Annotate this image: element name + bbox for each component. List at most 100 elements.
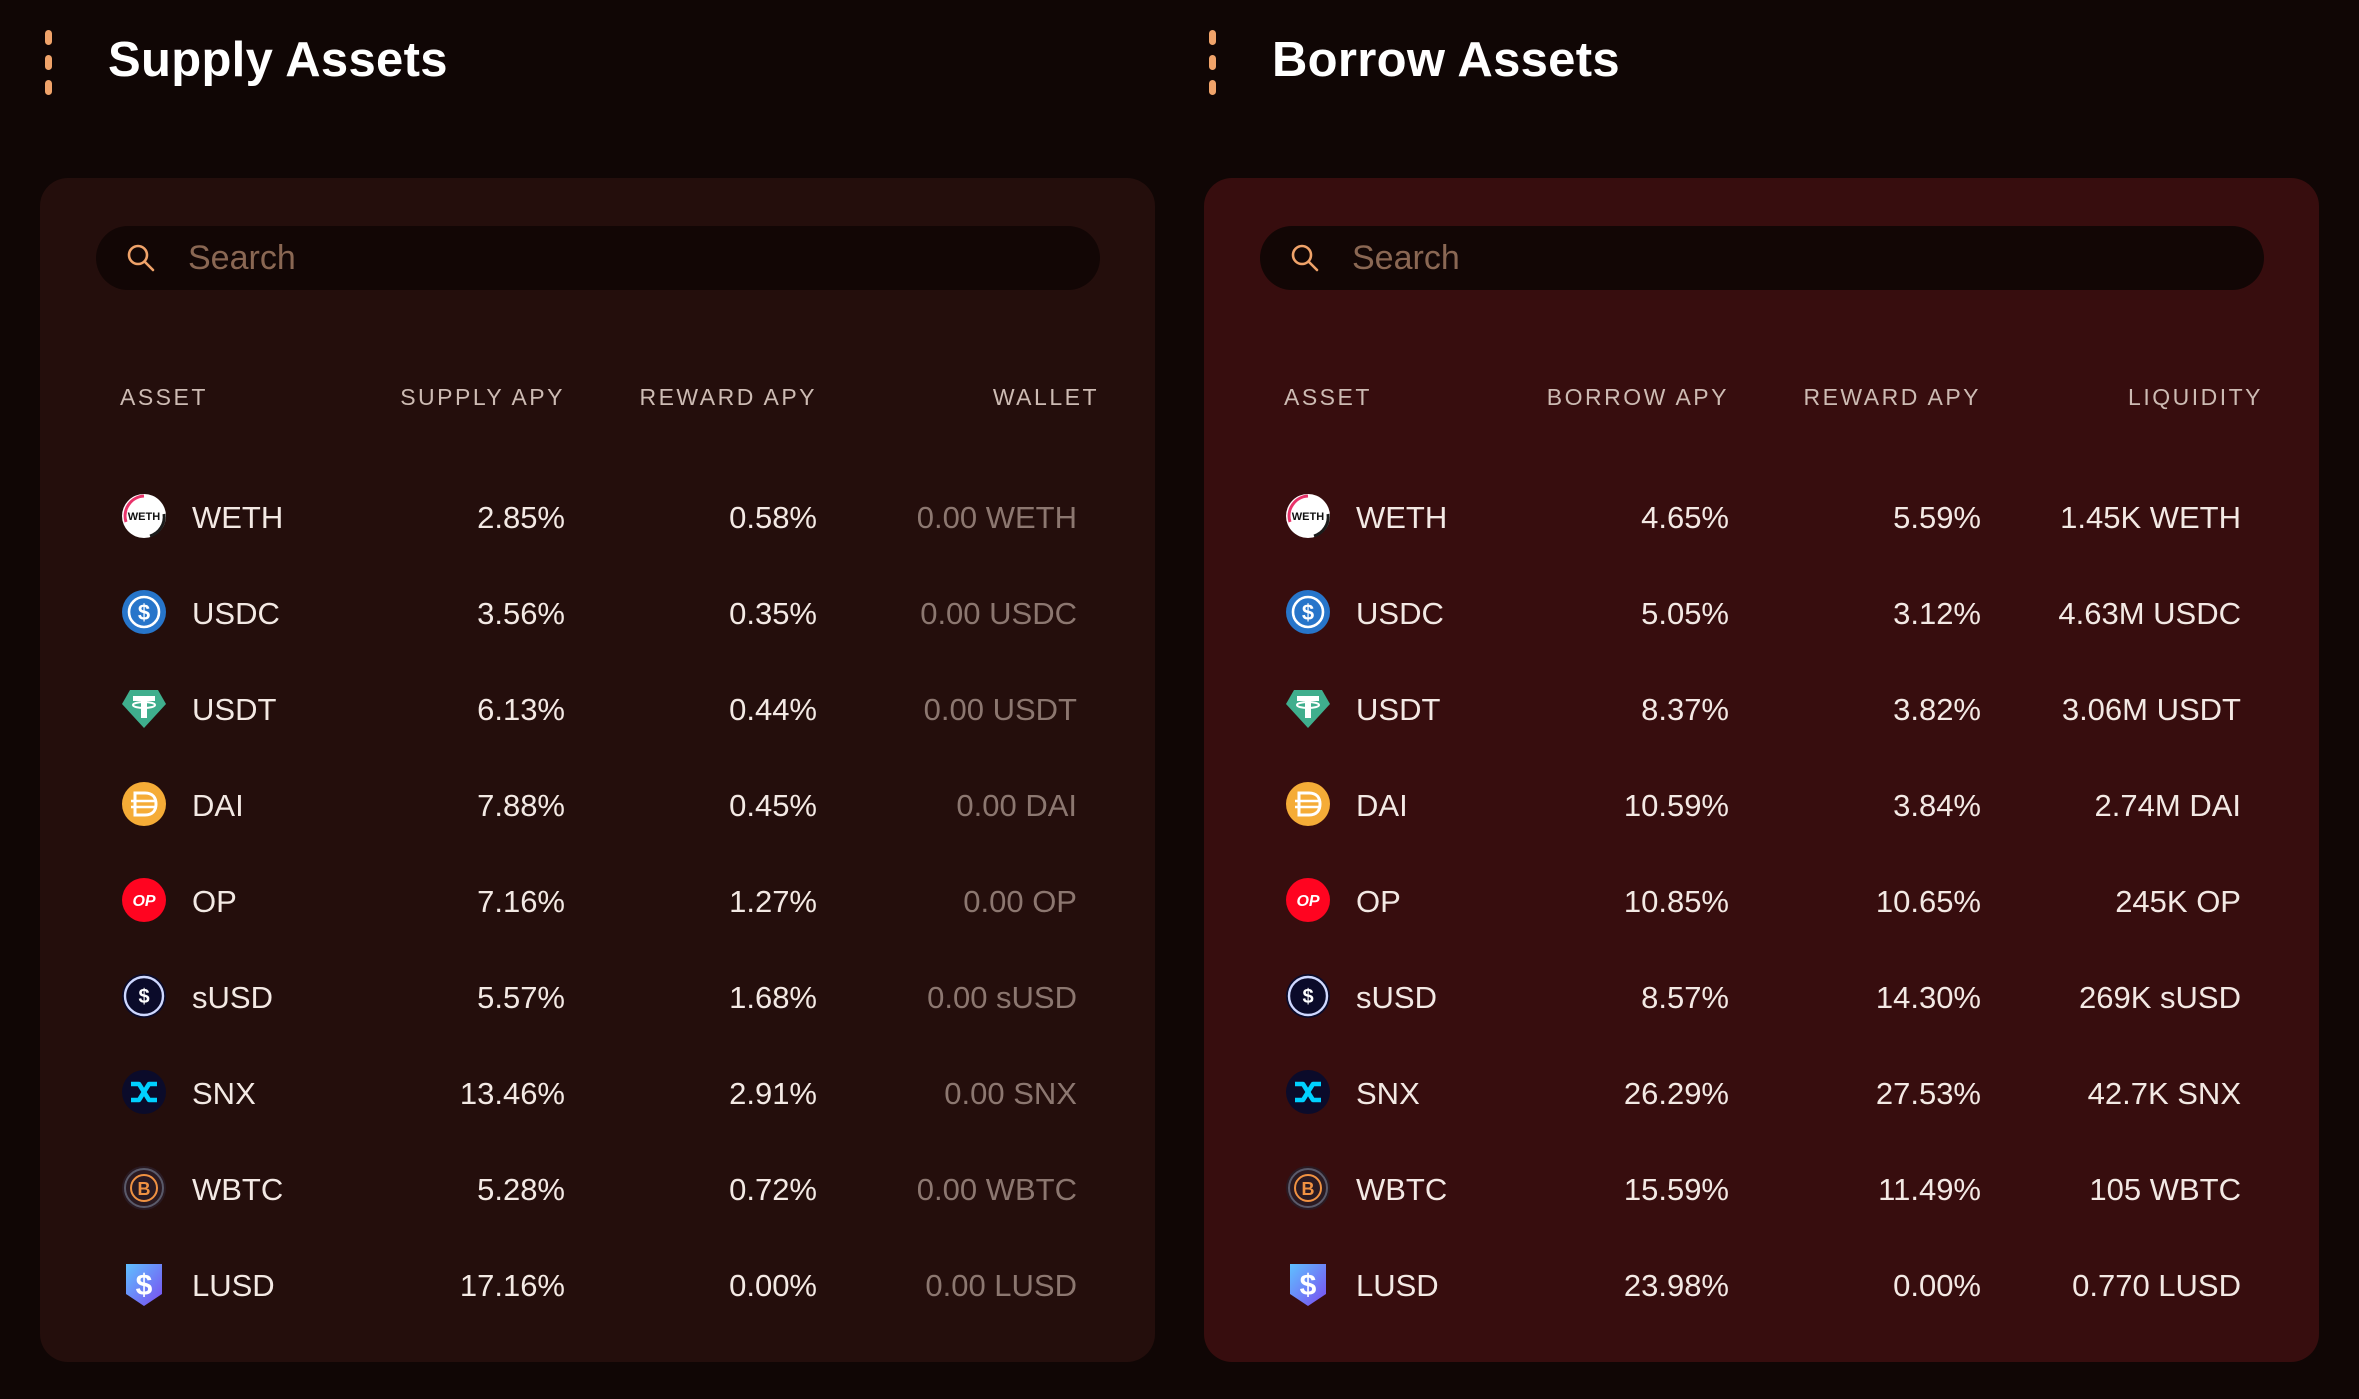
table-row[interactable]: DAI 7.88% 0.45% 0.00 DAI	[40, 756, 1155, 852]
lusd-icon: $	[1284, 1260, 1332, 1308]
usdt-icon	[120, 684, 168, 732]
weth-icon: WETH	[1284, 492, 1332, 540]
table-row[interactable]: $ USDC 3.56% 0.35% 0.00 USDC	[40, 564, 1155, 660]
supply-apy-value: 5.57%	[477, 980, 565, 1015]
supply-table-header: ASSET SUPPLY APY REWARD APY WALLET	[40, 384, 1155, 424]
supply-search-bar[interactable]	[96, 226, 1100, 290]
reward-apy-value: 1.27%	[729, 884, 817, 919]
svg-text:WETH: WETH	[128, 511, 160, 523]
susd-icon: $	[1284, 972, 1332, 1020]
table-row[interactable]: $ LUSD 17.16% 0.00% 0.00 LUSD	[40, 1236, 1155, 1332]
borrow-search-input[interactable]	[1352, 234, 2232, 282]
liquidity-value: 0.770 LUSD	[2072, 1268, 2241, 1303]
lusd-icon: $	[120, 1260, 168, 1308]
header-asset[interactable]: ASSET	[120, 384, 208, 410]
borrow-apy-value: 23.98%	[1623, 1268, 1729, 1303]
svg-text:WETH: WETH	[1292, 511, 1324, 523]
header-asset[interactable]: ASSET	[1284, 384, 1372, 410]
asset-name: WBTC	[1356, 1172, 1448, 1207]
reward-apy-value: 10.65%	[1875, 884, 1981, 919]
svg-text:$: $	[1300, 1269, 1317, 1302]
borrow-apy-value: 15.59%	[1623, 1172, 1729, 1207]
table-row[interactable]: WETH WETH 2.85% 0.58% 0.00 WETH	[40, 468, 1155, 564]
wallet-balance: 0.00 SNX	[944, 1076, 1077, 1111]
reward-apy-value: 0.45%	[729, 788, 817, 823]
table-row[interactable]: $ sUSD 8.57% 14.30% 269K sUSD	[1204, 948, 2319, 1044]
asset-name: sUSD	[1356, 980, 1437, 1015]
asset-name: WBTC	[192, 1172, 284, 1207]
borrow-apy-value: 5.05%	[1641, 596, 1729, 631]
menu-dots-icon[interactable]	[1206, 30, 1218, 98]
table-row[interactable]: SNX 13.46% 2.91% 0.00 SNX	[40, 1044, 1155, 1140]
liquidity-value: 1.45K WETH	[2060, 500, 2241, 535]
wbtc-icon: B	[120, 1164, 168, 1212]
borrow-apy-value: 26.29%	[1623, 1076, 1729, 1111]
liquidity-value: 4.63M USDC	[2058, 596, 2241, 631]
usdc-icon: $	[120, 588, 168, 636]
supply-apy-value: 3.56%	[477, 596, 565, 631]
borrow-panel: ASSET BORROW APY REWARD APY LIQUIDITY WE…	[1204, 178, 2319, 1362]
table-row[interactable]: B WBTC 15.59% 11.49% 105 WBTC	[1204, 1140, 2319, 1236]
supply-apy-value: 17.16%	[459, 1268, 565, 1303]
supply-apy-value: 7.88%	[477, 788, 565, 823]
table-row[interactable]: $ LUSD 23.98% 0.00% 0.770 LUSD	[1204, 1236, 2319, 1332]
asset-name: WETH	[192, 500, 284, 535]
reward-apy-value: 3.82%	[1893, 692, 1981, 727]
borrow-apy-value: 8.37%	[1641, 692, 1729, 727]
table-row[interactable]: USDT 6.13% 0.44% 0.00 USDT	[40, 660, 1155, 756]
borrow-apy-value: 10.85%	[1623, 884, 1729, 919]
table-row[interactable]: WETH WETH 4.65% 5.59% 1.45K WETH	[1204, 468, 2319, 564]
borrow-apy-value: 8.57%	[1641, 980, 1729, 1015]
supply-title: Supply Assets	[108, 33, 448, 87]
reward-apy-value: 3.12%	[1893, 596, 1981, 631]
asset-name: OP	[192, 884, 237, 919]
liquidity-value: 3.06M USDT	[2061, 692, 2241, 727]
reward-apy-value: 2.91%	[729, 1076, 817, 1111]
supply-search-input[interactable]	[188, 234, 1068, 282]
table-row[interactable]: B WBTC 5.28% 0.72% 0.00 WBTC	[40, 1140, 1155, 1236]
borrow-search-bar[interactable]	[1260, 226, 2264, 290]
table-row[interactable]: USDT 8.37% 3.82% 3.06M USDT	[1204, 660, 2319, 756]
table-row[interactable]: DAI 10.59% 3.84% 2.74M DAI	[1204, 756, 2319, 852]
borrow-apy-value: 4.65%	[1641, 500, 1729, 535]
header-supply-apy[interactable]: SUPPLY APY	[400, 384, 565, 410]
liquidity-value: 105 WBTC	[2089, 1172, 2241, 1207]
header-liquidity[interactable]: LIQUIDITY	[2128, 384, 2263, 410]
asset-name: LUSD	[1356, 1268, 1439, 1303]
table-row[interactable]: OP OP 10.85% 10.65% 245K OP	[1204, 852, 2319, 948]
table-row[interactable]: SNX 26.29% 27.53% 42.7K SNX	[1204, 1044, 2319, 1140]
asset-name: WETH	[1356, 500, 1448, 535]
reward-apy-value: 14.30%	[1875, 980, 1981, 1015]
header-reward-apy[interactable]: REWARD APY	[639, 384, 817, 410]
wallet-balance: 0.00 WETH	[916, 500, 1077, 535]
table-row[interactable]: $ sUSD 5.57% 1.68% 0.00 sUSD	[40, 948, 1155, 1044]
asset-name: SNX	[192, 1076, 256, 1111]
asset-name: USDT	[192, 692, 277, 727]
op-icon: OP	[120, 876, 168, 924]
borrow-apy-value: 10.59%	[1623, 788, 1729, 823]
wallet-balance: 0.00 OP	[963, 884, 1077, 919]
search-icon	[127, 244, 155, 272]
supply-apy-value: 2.85%	[477, 500, 565, 535]
svg-text:$: $	[1302, 600, 1314, 625]
asset-name: USDC	[1356, 596, 1444, 631]
wallet-balance: 0.00 sUSD	[927, 980, 1077, 1015]
reward-apy-value: 5.59%	[1893, 500, 1981, 535]
svg-text:OP: OP	[132, 893, 155, 910]
header-reward-apy[interactable]: REWARD APY	[1803, 384, 1981, 410]
wbtc-icon: B	[1284, 1164, 1332, 1212]
menu-dots-icon[interactable]	[42, 30, 54, 98]
header-wallet[interactable]: WALLET	[992, 384, 1099, 410]
svg-text:$: $	[136, 1269, 153, 1302]
liquidity-value: 2.74M DAI	[2094, 788, 2241, 823]
header-borrow-apy[interactable]: BORROW APY	[1546, 384, 1729, 410]
svg-text:$: $	[1302, 986, 1313, 1008]
table-row[interactable]: OP OP 7.16% 1.27% 0.00 OP	[40, 852, 1155, 948]
wallet-balance: 0.00 USDT	[923, 692, 1077, 727]
reward-apy-value: 11.49%	[1878, 1172, 1981, 1207]
asset-name: DAI	[192, 788, 244, 823]
borrow-table-body: WETH WETH 4.65% 5.59% 1.45K WETH $ USDC 5.05% 3.…	[1204, 468, 2319, 1332]
table-row[interactable]: $ USDC 5.05% 3.12% 4.63M USDC	[1204, 564, 2319, 660]
op-icon: OP	[1284, 876, 1332, 924]
svg-text:B: B	[1302, 1179, 1315, 1199]
